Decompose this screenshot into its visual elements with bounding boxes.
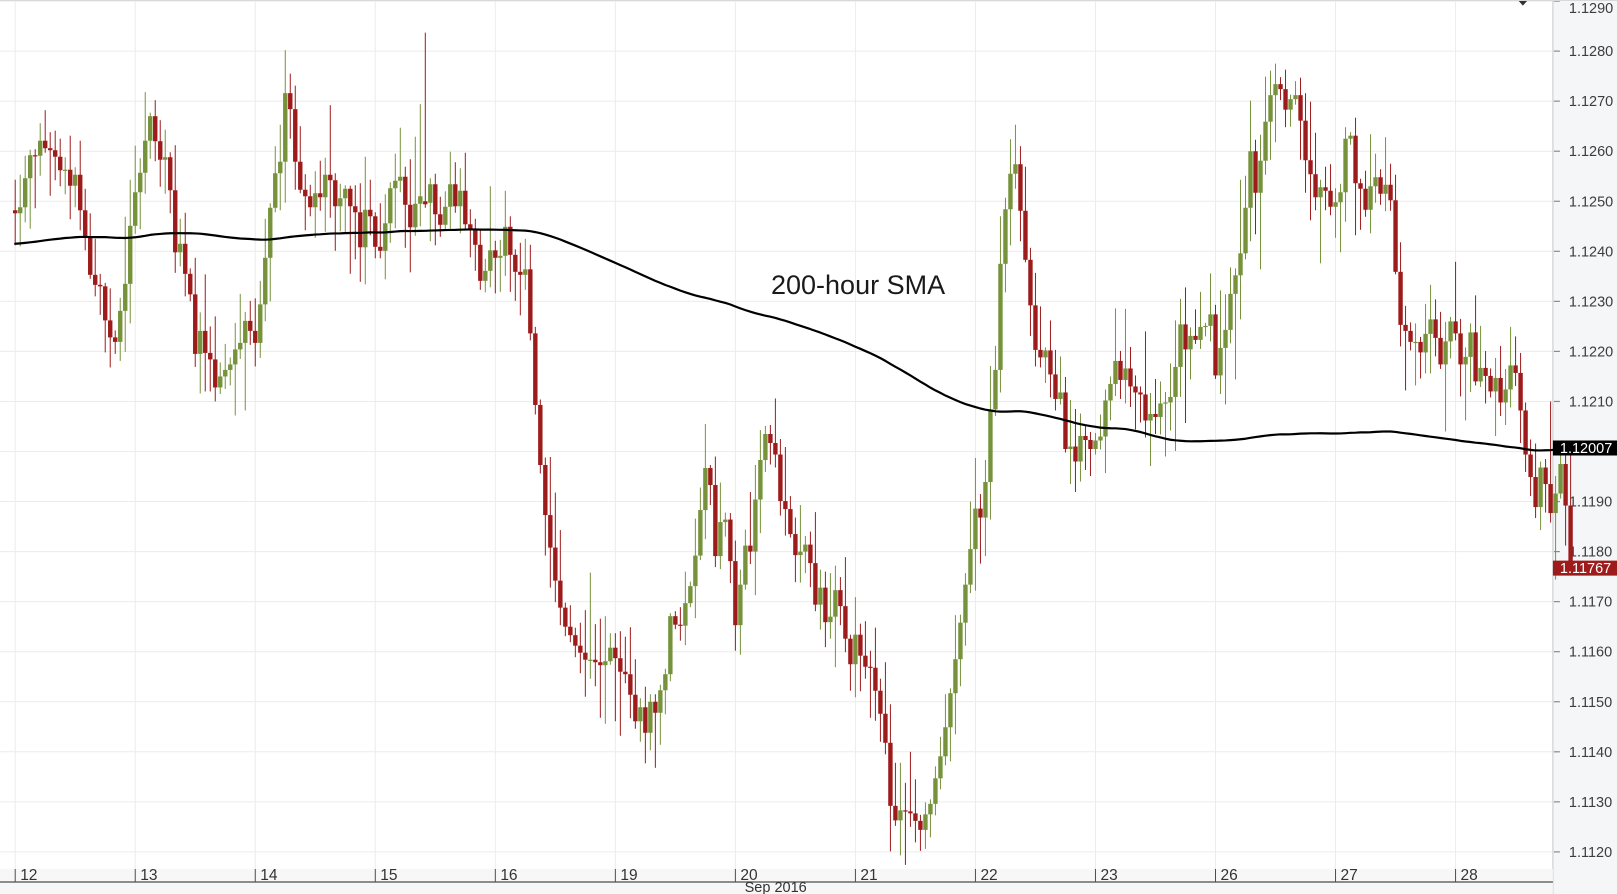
svg-text:1.1180: 1.1180	[1569, 545, 1612, 561]
svg-text:1.11767: 1.11767	[1560, 561, 1611, 577]
svg-text:Sep 2016: Sep 2016	[745, 880, 807, 894]
svg-text:1.12007: 1.12007	[1560, 441, 1612, 457]
svg-text:1.1230: 1.1230	[1569, 294, 1613, 310]
svg-text:16: 16	[500, 867, 517, 884]
svg-text:13: 13	[140, 867, 157, 884]
svg-text:28: 28	[1461, 867, 1478, 884]
svg-text:1.1130: 1.1130	[1569, 795, 1612, 811]
svg-text:1.1150: 1.1150	[1569, 695, 1612, 711]
svg-text:23: 23	[1100, 867, 1117, 884]
svg-text:1.1140: 1.1140	[1569, 745, 1612, 761]
svg-text:1.1250: 1.1250	[1569, 194, 1613, 210]
svg-text:1.1290: 1.1290	[1569, 1, 1613, 17]
svg-text:1.1240: 1.1240	[1569, 244, 1613, 260]
svg-text:1.1170: 1.1170	[1569, 595, 1612, 611]
svg-text:1.1120: 1.1120	[1569, 845, 1612, 861]
svg-text:14: 14	[260, 867, 278, 884]
svg-text:26: 26	[1221, 867, 1238, 884]
svg-text:1.1270: 1.1270	[1569, 94, 1613, 110]
svg-text:1.1260: 1.1260	[1569, 144, 1613, 160]
svg-text:1.1280: 1.1280	[1569, 44, 1613, 60]
svg-text:1.1160: 1.1160	[1569, 645, 1612, 661]
svg-text:1.1190: 1.1190	[1569, 495, 1612, 511]
svg-text:21: 21	[860, 867, 877, 884]
svg-text:19: 19	[620, 867, 637, 884]
svg-text:27: 27	[1341, 867, 1358, 884]
svg-text:12: 12	[20, 867, 37, 884]
svg-text:1.1220: 1.1220	[1569, 344, 1613, 360]
svg-text:15: 15	[380, 867, 397, 884]
svg-text:1.1210: 1.1210	[1569, 394, 1613, 410]
svg-text:22: 22	[980, 867, 997, 884]
